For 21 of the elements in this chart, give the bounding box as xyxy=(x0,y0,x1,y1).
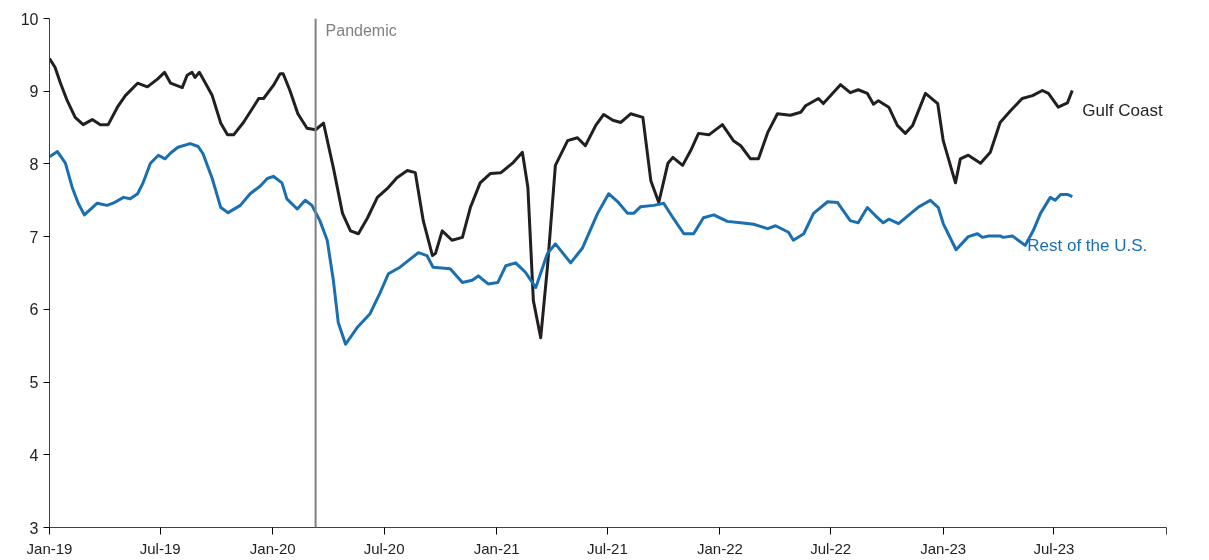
series-label: Rest of the U.S. xyxy=(1027,235,1148,255)
x-tick-label: Jan-23 xyxy=(920,539,967,557)
x-tick-label: Jan-21 xyxy=(473,539,520,557)
y-tick-label: 7 xyxy=(29,228,39,246)
series-label: Gulf Coast xyxy=(1082,101,1163,121)
x-tick-label: Jul-23 xyxy=(1033,539,1075,557)
y-tick-label: 8 xyxy=(29,155,39,173)
y-tick-label: 4 xyxy=(29,446,39,464)
x-tick-label: Jan-20 xyxy=(249,539,296,557)
x-tick-label: Jul-19 xyxy=(139,539,181,557)
x-tick-label: Jul-22 xyxy=(810,539,852,557)
x-tick-label: Jul-21 xyxy=(586,539,628,557)
y-tick-label: 6 xyxy=(29,301,39,319)
x-tick-label: Jan-22 xyxy=(697,539,743,557)
x-tick-label: Jan-19 xyxy=(26,539,73,557)
ref-line-label: Pandemic xyxy=(325,21,397,39)
y-tick-label: 5 xyxy=(29,374,39,392)
y-tick-label: 9 xyxy=(29,83,39,101)
y-tick-label: 3 xyxy=(29,519,39,537)
y-tick-label: 10 xyxy=(20,10,39,28)
x-tick-label: Jul-20 xyxy=(363,539,405,557)
